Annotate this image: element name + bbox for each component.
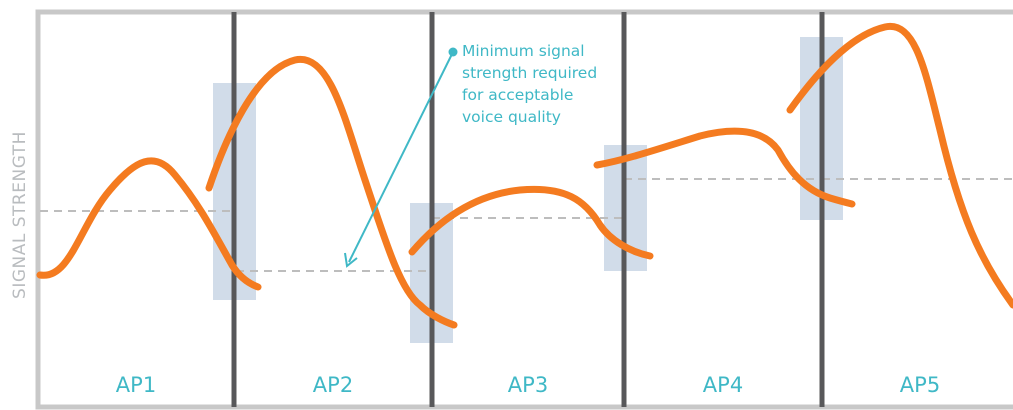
signal-curve-ap5	[786, 22, 1013, 309]
y-axis-title-text: SIGNAL STRENGTH	[10, 131, 30, 299]
annotation-arrow-line	[348, 51, 454, 263]
ap-label-ap2: AP2	[312, 373, 354, 397]
y-axis-title: SIGNAL STRENGTH	[8, 110, 32, 320]
signal-curve-ap1	[36, 157, 262, 291]
signal-curve-ap2	[205, 55, 458, 329]
annotation-line: strength required	[462, 64, 598, 82]
ap-label-ap5: AP5	[899, 373, 941, 397]
annotation-text: Minimum signal strength required for acc…	[462, 40, 632, 128]
ap-label-ap3: AP3	[507, 373, 549, 397]
signal-curve-ap3	[408, 185, 654, 260]
signal-curves	[36, 22, 1013, 329]
ap-label-ap4: AP4	[702, 373, 744, 397]
plot-frame	[35, 9, 1013, 410]
signal-curve-ap4	[593, 127, 856, 208]
annotation-line: Minimum signal	[462, 42, 585, 60]
annotation-arrow-head	[344, 252, 358, 268]
annotation-arrow	[344, 51, 454, 268]
cell-dividers	[231, 12, 825, 407]
annotation-line: for acceptable	[462, 86, 574, 104]
ap-label-ap1: AP1	[115, 373, 157, 397]
annotation-line: voice quality	[462, 108, 561, 126]
annotation-dot	[448, 47, 458, 57]
